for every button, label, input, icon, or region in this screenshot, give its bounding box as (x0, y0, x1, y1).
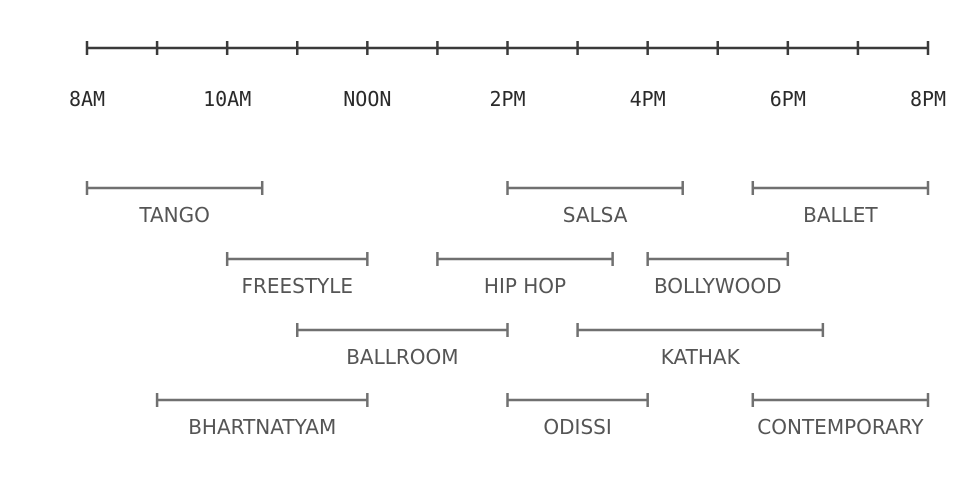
class-bar: BOLLYWOOD (646, 252, 790, 298)
class-label: BHARTNATYAM (188, 415, 336, 439)
class-label: HIP HOP (484, 274, 566, 298)
class-bar: CONTEMPORARY (751, 393, 930, 439)
axis-tick-label: 8AM (69, 87, 105, 111)
class-bar: TANGO (85, 181, 264, 227)
axis-tick-label: 4PM (630, 87, 666, 111)
time-axis: 8AM 10AM NOON 2PM 4PM 6PM 8PM (69, 41, 946, 111)
class-bar: SALSA (506, 181, 684, 227)
class-label: BALLET (803, 203, 878, 227)
axis-tick-label: NOON (343, 87, 391, 111)
class-bars: TANGO SALSA BALLET FREESTYLE HIP HOP BOLLYWOO… (85, 181, 930, 439)
axis-tick-label: 6PM (770, 87, 806, 111)
class-label: ODISSI (543, 415, 611, 439)
class-label: SALSA (563, 203, 628, 227)
axis-tick-label: 2PM (489, 87, 525, 111)
class-label: KATHAK (661, 345, 741, 369)
class-label: BALLROOM (346, 345, 458, 369)
class-bar: BHARTNATYAM (155, 393, 369, 439)
class-label: CONTEMPORARY (757, 415, 924, 439)
class-bar: ODISSI (506, 393, 649, 439)
class-bar: HIP HOP (436, 252, 614, 298)
class-bar: FREESTYLE (225, 252, 369, 298)
class-label: BOLLYWOOD (654, 274, 782, 298)
axis-tick-label: 10AM (203, 87, 251, 111)
class-bar: BALLROOM (296, 323, 509, 369)
class-label: TANGO (138, 203, 210, 227)
axis-tick-label: 8PM (910, 87, 946, 111)
class-bar: BALLET (751, 181, 930, 227)
class-bar: KATHAK (576, 323, 825, 369)
class-label: FREESTYLE (241, 274, 353, 298)
